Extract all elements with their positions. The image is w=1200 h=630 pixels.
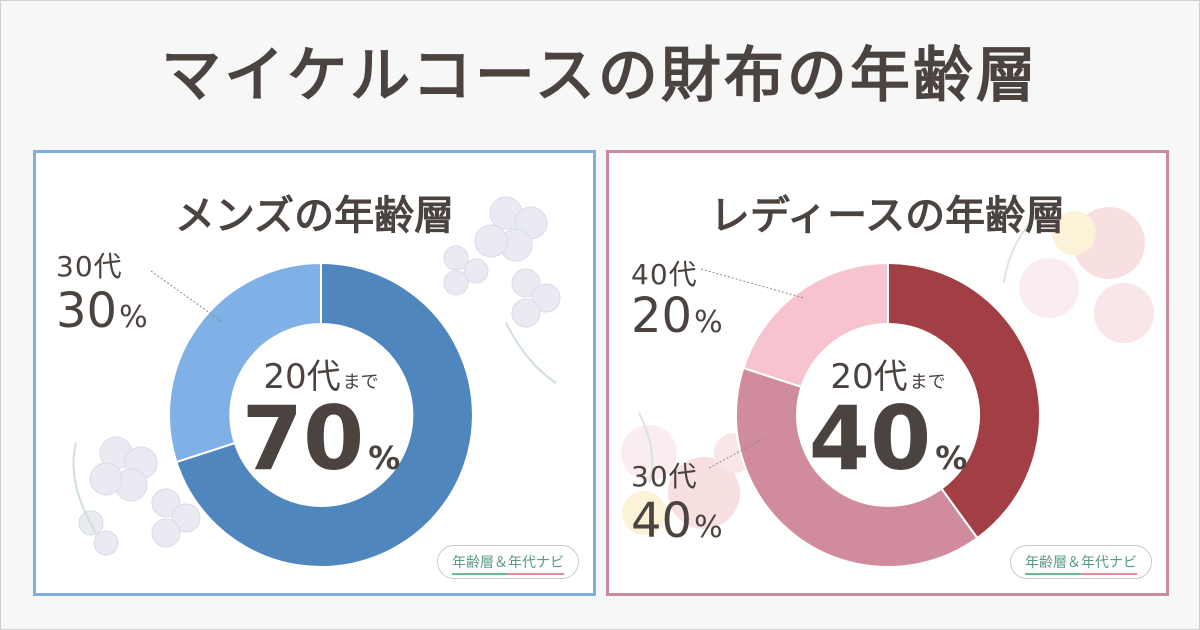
men-panel-title: メンズの年齢層 [174, 193, 455, 239]
women-callout-30s-leader [708, 437, 765, 469]
women-panel: レディースの年齢層 40代 20% 30代 40% 20代 まで 40% 年齢層＆… [606, 150, 1169, 596]
women-center-label: 20代 まで [830, 357, 946, 397]
men-center-label: 20代 まで [263, 357, 379, 397]
women-callout-40s-label: 40代 [631, 258, 698, 291]
women-site-badge: 年齢層＆年代ナビ [1010, 545, 1152, 579]
men-panel: メンズの年齢層 30代 30% 20代 まで 70% 年齢層＆年代ナビ [33, 150, 596, 596]
women-donut-chart [700, 261, 1041, 568]
page-title: マイケルコースの財布の年齢層 [161, 41, 1039, 111]
men-slice-30s [167, 261, 322, 464]
men-callout-30s-label: 30代 [56, 250, 123, 283]
men-center-value: 70% [241, 387, 401, 490]
women-callout-30s-label: 30代 [631, 460, 698, 493]
men-callout-leader [150, 270, 222, 322]
men-slice-20s [175, 261, 474, 568]
men-site-badge: 年齢層＆年代ナビ [437, 545, 579, 579]
women-slice-40s [742, 261, 889, 389]
men-callout-30s-value: 30% [56, 283, 148, 339]
women-center-value: 40% [808, 387, 968, 490]
women-slice-20s [887, 261, 1041, 540]
women-callout-40s-leader [700, 268, 805, 299]
women-slice-30s [734, 366, 979, 568]
women-callout-40s-value: 20% [631, 288, 723, 344]
flower-decoration-icon [72, 196, 561, 556]
women-panel-title: レディースの年齢層 [709, 193, 1066, 239]
men-donut-chart [150, 261, 474, 568]
women-callout-30s-value: 40% [631, 493, 723, 549]
